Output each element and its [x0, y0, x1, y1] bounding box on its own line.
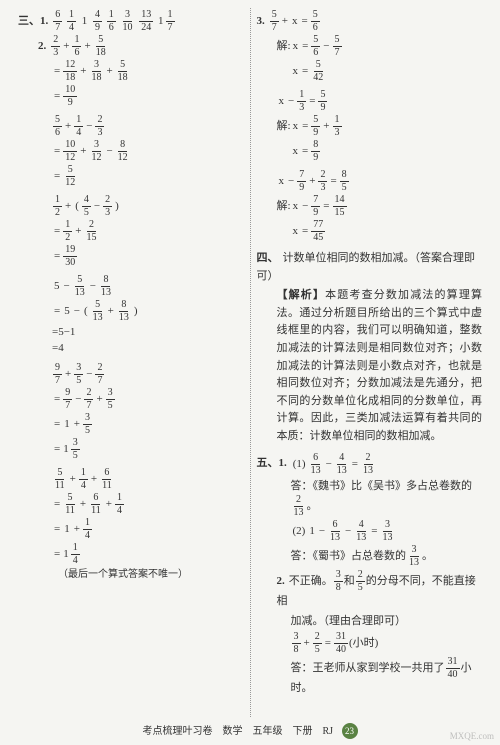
- label-5-1: 五、1.: [257, 456, 287, 471]
- label-3-2: 2.: [38, 39, 46, 54]
- footer-text: 考点梳理叶习卷 数学 五年级 下册 RJ: [142, 726, 333, 737]
- q3-eq2: x−13=59: [257, 90, 483, 113]
- left-column: 三、1. 67 14 1 49 16 310 1324 117 2. 23+16…: [12, 8, 251, 717]
- eq-text: =4: [52, 341, 64, 356]
- step-10: 5−513−813: [18, 275, 244, 298]
- step-14: 97+35−27: [18, 363, 244, 386]
- ans-text: 答：《魏书》比《吴书》多占总卷数的: [291, 480, 473, 492]
- ans-text: 答：王老师从家到学校一共用了: [291, 662, 445, 674]
- step-20: =1+14: [18, 518, 244, 541]
- text: 不正确。: [289, 575, 333, 587]
- q5-1-2: (2)1−613−413=313: [257, 520, 483, 543]
- q3-s3b: x=7745: [257, 220, 483, 243]
- step-13: =4: [18, 341, 244, 356]
- q5-1-1: 五、1. (1)613−413=213: [257, 453, 483, 476]
- right-column: 3. 57+x=56 解:x=56−57 x=542 x−13=59 解:x=5…: [251, 8, 489, 717]
- period: 。: [422, 550, 433, 562]
- label-3: 3.: [257, 14, 265, 29]
- step-18: 511+14+611: [18, 468, 244, 491]
- solve-label: 解:: [277, 119, 291, 134]
- step-15: =97−27+35: [18, 388, 244, 411]
- page-footer: 考点梳理叶习卷 数学 五年级 下册 RJ 23: [0, 722, 500, 739]
- q5-1-2-ans: 答：《蜀书》占总卷数的313。: [257, 545, 483, 568]
- q3-eq3: x−79+23=85: [257, 170, 483, 193]
- q3-eq1: 3. 57+x=56: [257, 10, 483, 33]
- label-5-2: 2.: [277, 575, 285, 587]
- ans-text: 答：《蜀书》占总卷数的: [291, 550, 407, 562]
- step-17: =135: [18, 438, 244, 461]
- step-11: =5−(513+813): [18, 300, 244, 323]
- eq-text: =5−1: [52, 325, 75, 340]
- q4-analysis: 【解析】本题考查分数加减法的算理算法。通过分析题目所给出的三个算式中虚线框里的内…: [257, 287, 483, 445]
- section-three-row1: 三、1. 67 14 1 49 16 310 1324 117: [18, 10, 244, 33]
- q4-block: 四、计数单位相同的数相加减。（答案合理即可）: [257, 250, 483, 285]
- q3-s2a: 解:x=59+13: [257, 115, 483, 138]
- text: 加减。（理由合理即可）: [291, 615, 407, 627]
- page-number: 23: [342, 723, 358, 739]
- step-8: =12+215: [18, 220, 244, 243]
- unit: (小时): [349, 636, 378, 651]
- step-4: 56+14−23: [18, 115, 244, 138]
- solve-label: 解:: [277, 199, 291, 214]
- q3-s3a: 解:x−79=1415: [257, 195, 483, 218]
- solve-label: 解:: [277, 39, 291, 54]
- step-12: =5−1: [18, 325, 244, 340]
- step-5: =1012+312−812: [18, 140, 244, 163]
- q4-title: 计数单位相同的数相加减。（答案合理即可）: [257, 252, 476, 282]
- step-9: =1930: [18, 245, 244, 268]
- label-4: 四、: [257, 252, 279, 264]
- step-7: 12+(45−23): [18, 195, 244, 218]
- text: 和: [344, 575, 355, 587]
- step-16: =1+35: [18, 413, 244, 436]
- q3-s2b: x=89: [257, 140, 483, 163]
- step-2: =1218+318+518: [18, 60, 244, 83]
- q5-2-eq: 38+25=3140(小时): [257, 632, 483, 655]
- step-3: =109: [18, 85, 244, 108]
- note-text: （最后一个算式答案不唯一）: [58, 568, 188, 582]
- label-3-1: 三、1.: [18, 14, 48, 29]
- section-three-row2-label: 2. 23+16+518: [18, 35, 244, 58]
- q5-1-1-ans: 答：《魏书》比《吴书》多占总卷数的213。: [257, 478, 483, 519]
- step-6: =512: [18, 165, 244, 188]
- q5-2-line2: 加减。（理由合理即可）: [257, 613, 483, 631]
- q5-2: 2.不正确。38和25的分母不同，不能直接相: [257, 570, 483, 611]
- q5-2-ans: 答：王老师从家到学校一共用了3140小时。: [257, 657, 483, 698]
- analysis-label: 【解析】: [277, 289, 326, 301]
- step-19: =511+611+14: [18, 493, 244, 516]
- q3-s1a: 解:x=56−57: [257, 35, 483, 58]
- answer-page: 三、1. 67 14 1 49 16 310 1324 117 2. 23+16…: [0, 0, 500, 745]
- q3-s1b: x=542: [257, 60, 483, 83]
- watermark: MXQE.com: [450, 731, 494, 741]
- analysis-text: 本题考查分数加减法的算理算法。通过分析题目所给出的三个算式中虚线框里的内容，我们…: [277, 289, 483, 442]
- step-21: =114: [18, 543, 244, 566]
- note-line: （最后一个算式答案不唯一）: [18, 568, 244, 582]
